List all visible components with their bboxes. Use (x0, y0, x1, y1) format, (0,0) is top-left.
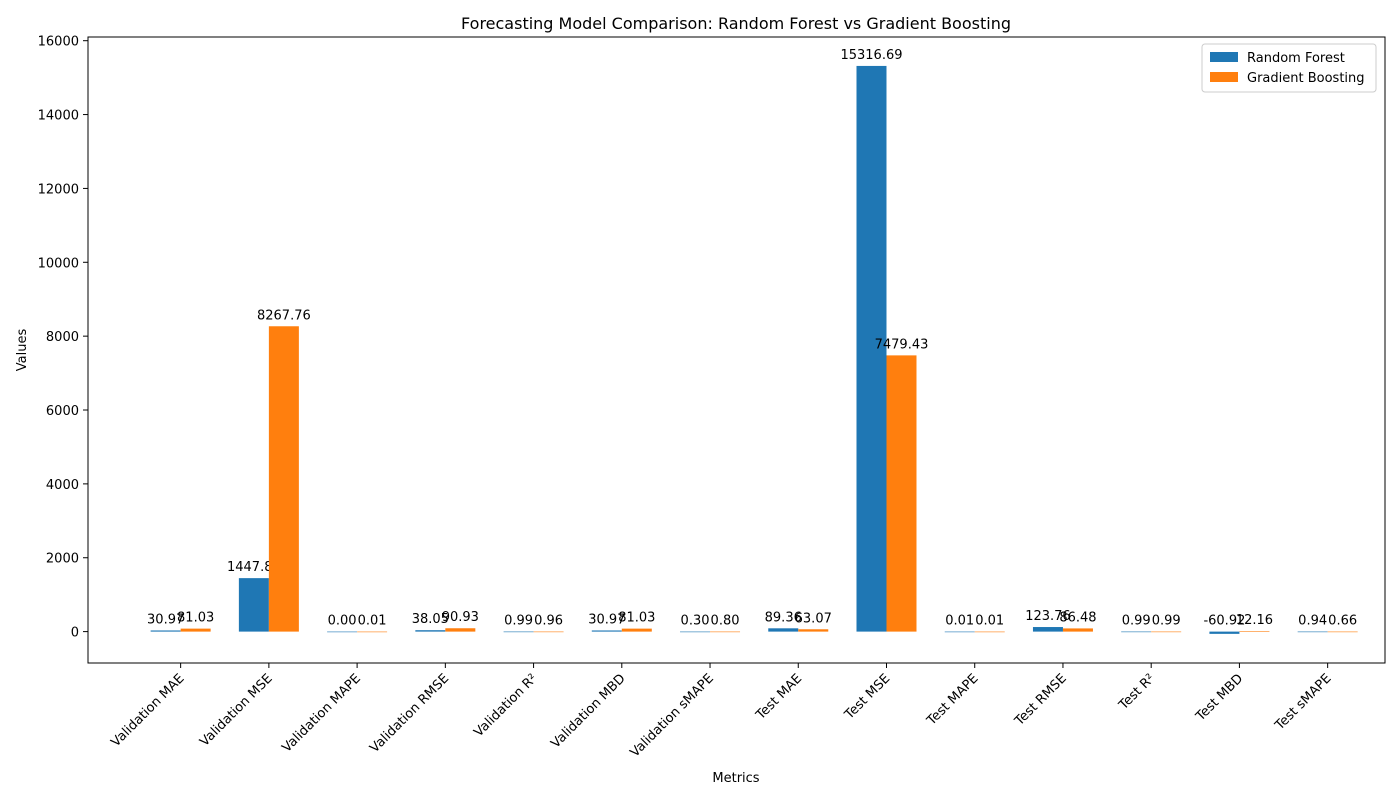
data-label: 0.01 (975, 614, 1004, 629)
bar-gradient-boosting (1062, 628, 1093, 632)
data-label: 81.03 (618, 611, 655, 626)
y-tick-label: 16000 (38, 35, 79, 50)
data-label: 0.01 (945, 614, 974, 629)
y-tick-label: 2000 (46, 552, 79, 567)
x-tick-label: Test MAE (753, 671, 805, 723)
bar-random-forest (680, 631, 711, 633)
x-tick-label: Validation RMSE (367, 671, 452, 756)
bar-gradient-boosting (798, 629, 829, 632)
bar-gradient-boosting (445, 628, 476, 632)
bar-random-forest (944, 631, 975, 633)
bar-random-forest (238, 578, 269, 632)
x-tick-label: Test RMSE (1011, 671, 1069, 729)
x-tick-label: Validation MAE (109, 671, 188, 750)
bar-random-forest (1297, 631, 1328, 633)
chart-title: Forecasting Model Comparison: Random For… (461, 14, 1011, 33)
legend-swatch (1210, 52, 1238, 62)
bar-random-forest (768, 628, 799, 632)
bar-random-forest (1209, 631, 1240, 634)
x-axis-label: Metrics (712, 771, 759, 786)
bar-gradient-boosting (1151, 631, 1182, 633)
legend-box (1201, 43, 1377, 93)
data-label: 0.66 (1328, 614, 1357, 629)
bar-random-forest (1121, 631, 1152, 633)
plot-area: 30.97 1447.86 0.00 38.05 0.99 30.97 0.30 89.36 1… (38, 35, 1386, 761)
data-label: 123.76 (1025, 609, 1071, 624)
legend-swatch (1210, 72, 1238, 82)
bar-gradient-boosting (268, 326, 299, 632)
data-label: 0.30 (681, 614, 710, 629)
x-tick-label: Validation R² (471, 671, 540, 740)
data-label: 86.48 (1059, 610, 1096, 625)
bar-random-forest (415, 630, 446, 632)
y-axis-label: Values (15, 329, 30, 372)
data-label: 63.07 (795, 611, 832, 626)
bar-random-forest (150, 630, 181, 632)
data-label: 8267.76 (257, 308, 311, 323)
y-tick-label: 8000 (46, 330, 79, 345)
bar-gradient-boosting (1327, 631, 1358, 633)
bar-gradient-boosting (710, 631, 741, 633)
bar-gradient-boosting (180, 628, 211, 632)
bar-gradient-boosting (1239, 631, 1270, 632)
y-tick-label: 12000 (38, 182, 79, 197)
legend-label: Random Forest (1247, 51, 1345, 66)
x-tick-label: Test R² (1116, 671, 1158, 713)
x-tick-label: Validation MBD (548, 671, 628, 751)
y-tick-label: 0 (71, 626, 79, 641)
x-tick-label: Test sMAPE (1272, 671, 1335, 734)
data-label: 0.80 (711, 614, 740, 629)
x-tick-label: Validation MAPE (279, 671, 363, 755)
x-tick-label: Validation MSE (197, 671, 275, 749)
y-tick-label: 6000 (46, 404, 79, 419)
bar-gradient-boosting (621, 628, 652, 632)
data-label: 0.99 (504, 614, 533, 629)
bar-gradient-boosting (357, 631, 388, 633)
data-label: 15316.69 (840, 48, 902, 63)
data-label: 81.03 (177, 611, 214, 626)
data-label: 90.93 (442, 610, 479, 625)
data-label: 7479.43 (875, 337, 929, 352)
data-label: 0.94 (1298, 614, 1327, 629)
data-label: 0.01 (358, 614, 387, 629)
data-label: 0.00 (328, 614, 357, 629)
bar-gradient-boosting (886, 355, 917, 632)
x-tick-label: Test MBD (1193, 671, 1247, 725)
data-label: 0.99 (1152, 614, 1181, 629)
x-tick-label: Validation sMAPE (628, 671, 717, 760)
y-tick-label: 10000 (38, 256, 79, 271)
y-tick-label: 14000 (38, 109, 79, 124)
data-label: 30.97 (147, 612, 184, 627)
bar-random-forest (856, 65, 887, 632)
bar-gradient-boosting (974, 631, 1005, 633)
data-label: -60.92 (1203, 614, 1245, 629)
bar-random-forest (1032, 627, 1063, 632)
data-label: 1447.86 (227, 560, 281, 575)
y-tick-label: 4000 (46, 478, 79, 493)
x-tick-label: Test MSE (841, 671, 893, 723)
legend-label: Gradient Boosting (1247, 71, 1365, 86)
data-label: 0.99 (1122, 614, 1151, 629)
bar-random-forest (327, 631, 358, 633)
data-label: 38.05 (412, 612, 449, 627)
data-label: 0.96 (534, 614, 563, 629)
x-tick-label: Test MAPE (924, 671, 982, 729)
data-label: 89.36 (765, 610, 802, 625)
bar-random-forest (591, 630, 622, 632)
bar-random-forest (503, 631, 534, 633)
data-label: 30.97 (588, 612, 625, 627)
data-label: 12.16 (1236, 613, 1273, 628)
bar-gradient-boosting (533, 631, 564, 633)
plot-frame (87, 36, 1386, 664)
